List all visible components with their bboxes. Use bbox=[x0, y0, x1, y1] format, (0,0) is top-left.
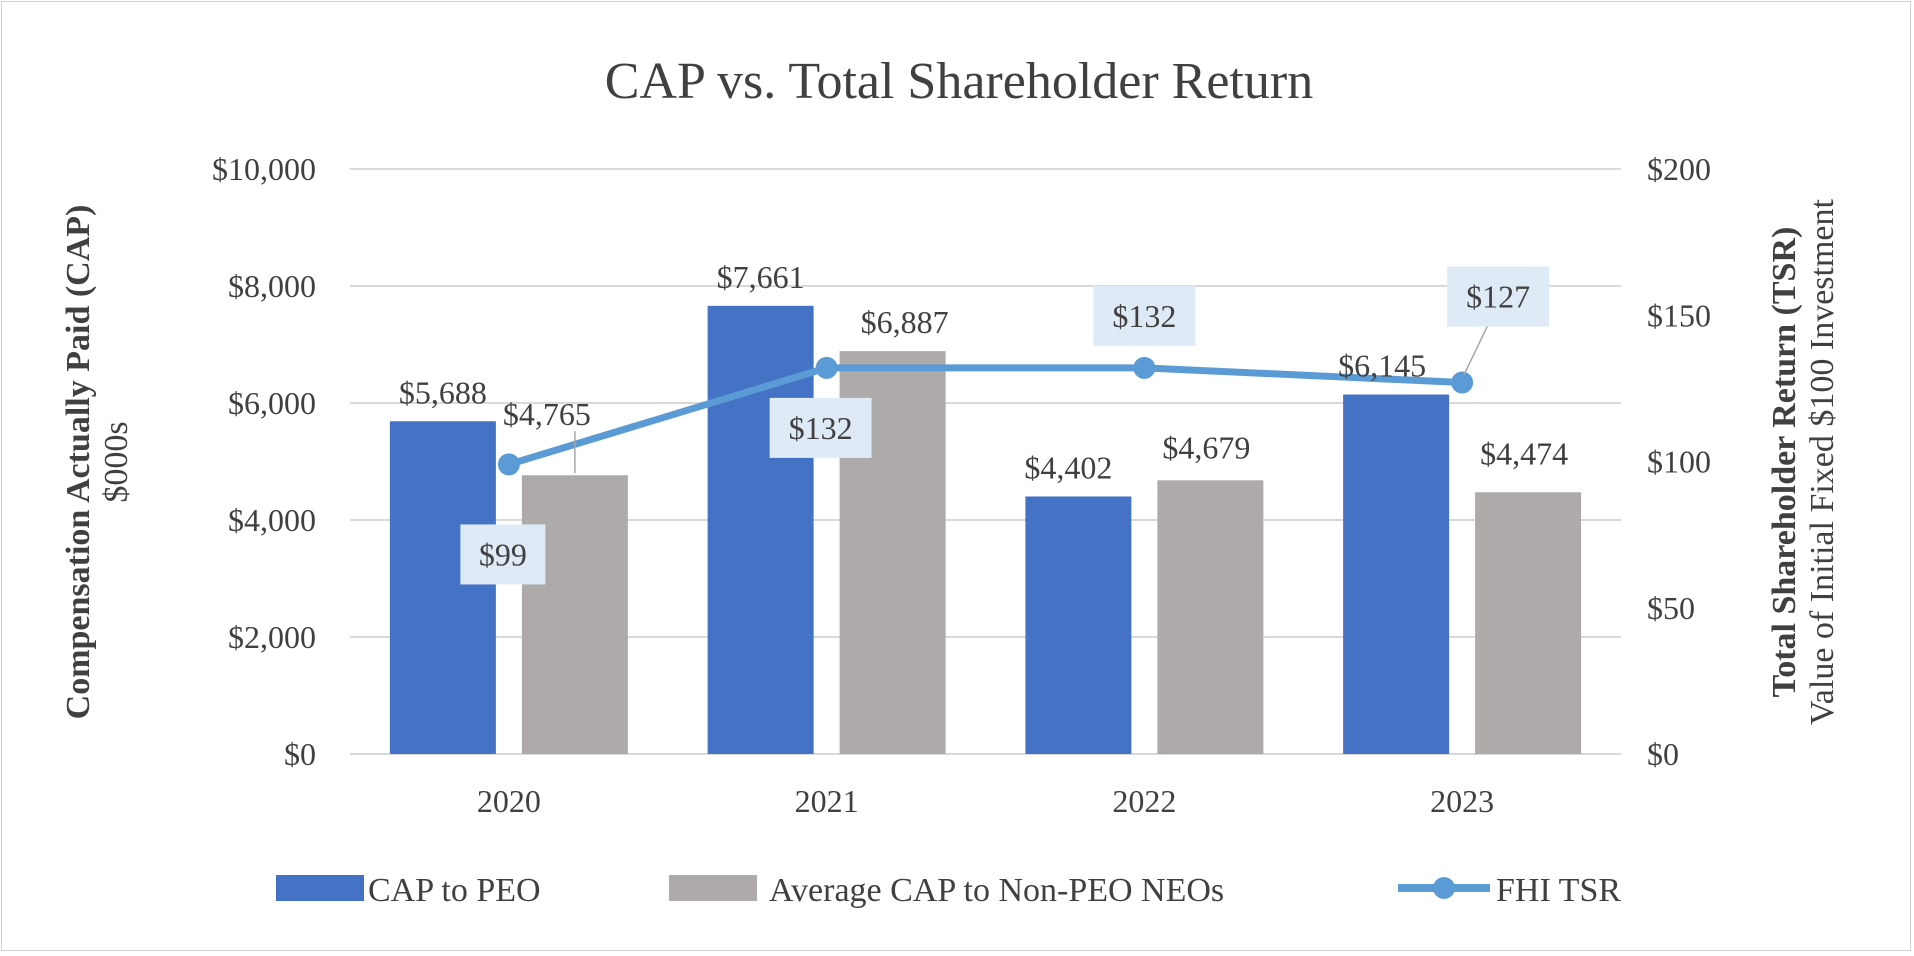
y-tick-label: $2,000 bbox=[228, 619, 316, 655]
y2-tick-label: $100 bbox=[1647, 444, 1711, 480]
x-tick-label: 2022 bbox=[1112, 783, 1176, 819]
tsr-marker-2022 bbox=[1133, 356, 1156, 379]
legend: CAP to PEO Average CAP to Non-PEO NEOs F… bbox=[276, 872, 1621, 909]
bar-data-label: $5,688 bbox=[399, 374, 487, 410]
bar-data-label: $4,402 bbox=[1024, 449, 1112, 485]
legend-label-tsr: FHI TSR bbox=[1496, 872, 1621, 909]
x-tick-label: 2020 bbox=[477, 783, 541, 819]
bar-neo-2023 bbox=[1475, 492, 1582, 754]
tsr-data-label: $132 bbox=[1112, 298, 1176, 334]
tsr-label-box bbox=[1447, 266, 1550, 327]
y-tick-label: $10,000 bbox=[212, 151, 316, 187]
bar-peo-2022 bbox=[1025, 496, 1132, 754]
y2-tick-label: $150 bbox=[1647, 297, 1711, 333]
legend-swatch-neo bbox=[669, 875, 757, 901]
tsr-label-box bbox=[769, 397, 872, 458]
y2-axis-title: Total Shareholder Return (TSR) bbox=[1766, 227, 1803, 698]
legend-label-neo: Average CAP to Non-PEO NEOs bbox=[769, 872, 1224, 909]
legend-label-peo: CAP to PEO bbox=[368, 872, 541, 909]
legend-swatch-peo bbox=[276, 875, 364, 901]
bar-data-label: $6,145 bbox=[1338, 348, 1426, 384]
bar-data-label: $6,887 bbox=[861, 304, 949, 340]
tsr-marker-2023 bbox=[1451, 371, 1474, 394]
tsr-label-box bbox=[460, 524, 546, 585]
bar-data-label: $7,661 bbox=[717, 259, 805, 295]
legend-marker-tsr bbox=[1433, 877, 1455, 899]
y-axis-title: Compensation Actually Paid (CAP) bbox=[60, 205, 97, 720]
tsr-data-label: $127 bbox=[1466, 279, 1530, 315]
x-tick-label: 2021 bbox=[795, 783, 859, 819]
x-tick-label: 2023 bbox=[1430, 783, 1494, 819]
y2-axis-subtitle: Value of Initial Fixed $100 Investment bbox=[1804, 198, 1841, 725]
tsr-marker-2020 bbox=[497, 453, 520, 476]
tsr-data-label: $132 bbox=[789, 410, 853, 446]
y-tick-label: $6,000 bbox=[228, 385, 316, 421]
y2-tick-label: $0 bbox=[1647, 736, 1679, 772]
y-tick-label: $8,000 bbox=[228, 268, 316, 304]
bar-data-label: $4,679 bbox=[1162, 429, 1250, 465]
tsr-label-box bbox=[1093, 285, 1196, 346]
y2-tick-label: $50 bbox=[1647, 590, 1695, 626]
bar-data-label: $4,474 bbox=[1480, 435, 1568, 471]
tsr-line bbox=[507, 364, 1463, 468]
y-tick-label: $4,000 bbox=[228, 502, 316, 538]
tsr-data-label: $99 bbox=[479, 536, 527, 572]
leader-line bbox=[1463, 324, 1489, 375]
bar-peo-2023 bbox=[1343, 394, 1450, 754]
bar-neo-2022 bbox=[1157, 480, 1264, 754]
tsr-marker-2021 bbox=[815, 356, 838, 379]
bar-neo-2020 bbox=[521, 475, 628, 754]
y-axis-subtitle: $000s bbox=[98, 421, 135, 502]
y2-tick-label: $200 bbox=[1647, 151, 1711, 187]
bar-peo-2020 bbox=[389, 421, 496, 754]
chart-title: CAP vs. Total Shareholder Return bbox=[605, 53, 1313, 110]
bar-data-label: $4,765 bbox=[503, 396, 591, 432]
y-tick-label: $0 bbox=[284, 736, 316, 772]
